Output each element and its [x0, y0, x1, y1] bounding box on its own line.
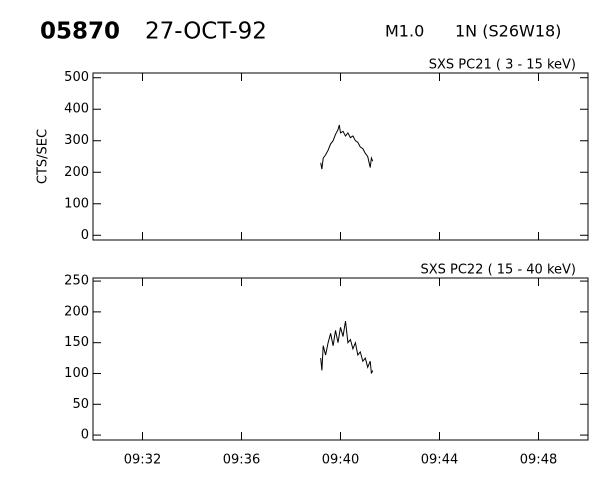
- y-tick-label: 0: [81, 228, 89, 243]
- y-tick-label: 100: [64, 366, 89, 381]
- x-tick-label: 09:40: [322, 453, 359, 468]
- plot-frame: [92, 277, 589, 441]
- y-tick-label: 250: [64, 274, 89, 289]
- y-tick-label: 50: [72, 397, 89, 412]
- y-tick-label: 400: [64, 102, 89, 117]
- y-tick-label: 200: [64, 165, 89, 180]
- y-tick-label: 300: [64, 133, 89, 148]
- data-line: [320, 321, 374, 374]
- y-tick-label: 200: [64, 304, 89, 319]
- y-tick-label: 100: [64, 196, 89, 211]
- x-tick-label: 09:48: [520, 453, 557, 468]
- x-tick-label: 09:32: [124, 453, 161, 468]
- data-line: [320, 124, 374, 170]
- flare-location: 1N (S26W18): [455, 22, 561, 41]
- y-axis-label: CTS/SEC: [36, 129, 51, 184]
- plot-frame: [92, 72, 589, 241]
- panel-label: SXS PC22 ( 15 - 40 keV): [420, 263, 576, 278]
- y-tick-label: 150: [64, 335, 89, 350]
- event-number: 05870: [40, 19, 120, 45]
- flare-class: M1.0: [385, 22, 424, 41]
- x-tick-label: 09:44: [421, 453, 458, 468]
- y-tick-label: 0: [81, 428, 89, 443]
- x-tick-label: 09:36: [223, 453, 260, 468]
- event-date: 27-OCT-92: [145, 19, 267, 45]
- panel-label: SXS PC21 ( 3 - 15 keV): [429, 58, 576, 73]
- y-tick-label: 500: [64, 70, 89, 85]
